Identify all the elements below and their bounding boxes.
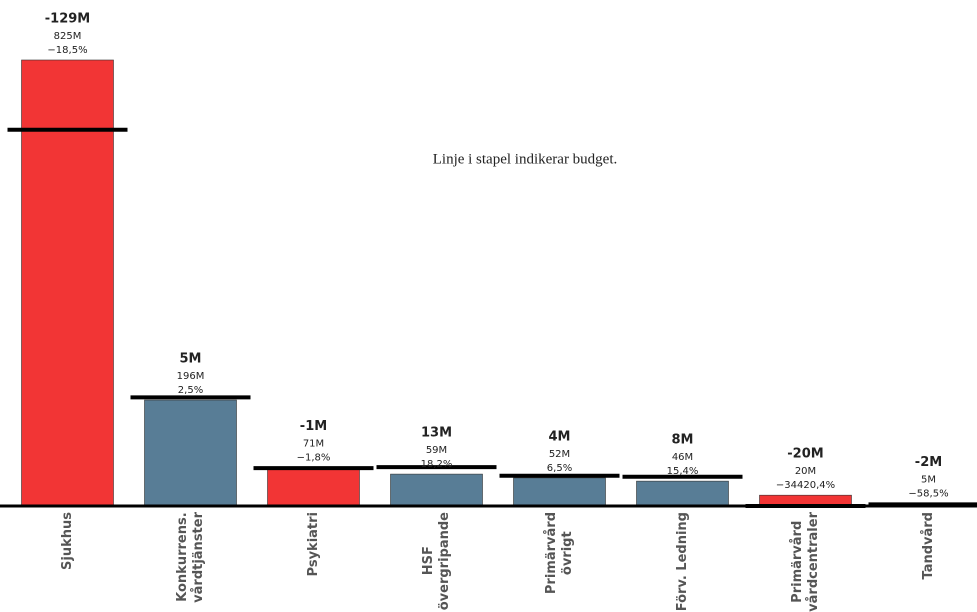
bar	[636, 480, 729, 507]
bar	[513, 477, 606, 507]
bar	[267, 467, 360, 507]
percent-label: −58,5%	[908, 488, 948, 499]
deviation-label: -1M	[300, 419, 327, 434]
x-tick-label: Primärvård vårdcentraler	[789, 512, 821, 612]
value-label: 825M	[54, 31, 82, 42]
deviation-label: 8M	[672, 433, 694, 448]
deviation-label: 4M	[549, 429, 571, 444]
percent-label: −18,5%	[47, 45, 87, 56]
x-tick-label: Sjukhus	[59, 512, 75, 570]
value-label: 71M	[303, 439, 324, 450]
percent-label: 18,2%	[421, 459, 453, 470]
percent-label: −1,8%	[297, 453, 331, 464]
percent-label: 6,5%	[547, 463, 572, 474]
bar	[390, 473, 483, 507]
x-tick-label: Tandvård	[920, 512, 936, 580]
value-label: 196M	[177, 371, 205, 382]
value-label: 5M	[921, 474, 936, 485]
x-tick-label: Förv. Ledning	[674, 512, 690, 612]
percent-label: −34420,4%	[776, 480, 835, 491]
value-label: 46M	[672, 452, 693, 463]
deviation-label: -129M	[45, 12, 90, 27]
value-label: 59M	[426, 445, 447, 456]
deviation-label: -2M	[915, 455, 942, 470]
percent-label: 15,4%	[667, 466, 699, 477]
x-tick-label: Primärvård övrigt	[543, 512, 575, 595]
value-label: 20M	[795, 466, 816, 477]
x-tick-label: HSF övergripande	[420, 512, 452, 611]
deviation-label: 13M	[421, 426, 452, 441]
value-label: 52M	[549, 449, 570, 460]
x-tick-label: Konkurrens. vårdtjänster	[174, 512, 206, 603]
bar	[144, 399, 237, 507]
x-tick-label: Psykiatri	[305, 512, 321, 577]
deviation-label: 5M	[180, 352, 202, 367]
annotation: Linje i stapel indikerar budget.	[433, 151, 618, 167]
deviation-label: -20M	[787, 447, 823, 462]
bar	[21, 59, 114, 507]
percent-label: 2,5%	[178, 385, 203, 396]
